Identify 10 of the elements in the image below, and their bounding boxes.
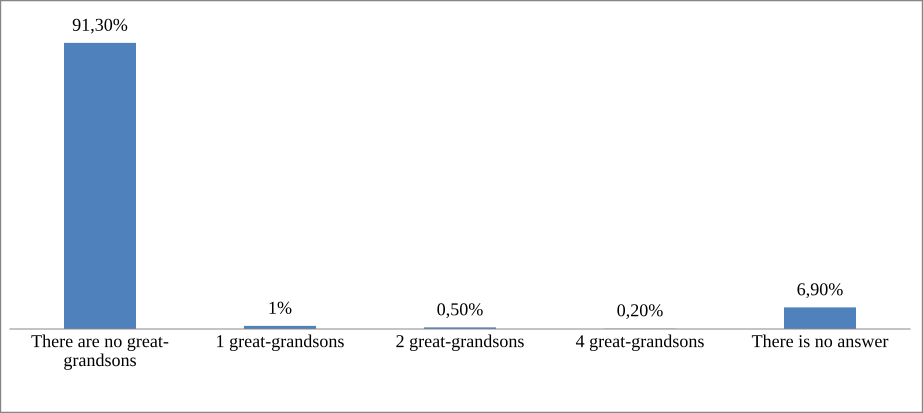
data-label: 1% [270,302,292,314]
data-label: 6,90% [797,283,843,298]
x-tick-label: There is no answer [752,334,888,348]
data-label: 91,30% [72,18,128,34]
x-tick-label: 2 great-grandsons [396,334,524,351]
x-tick-label: There are no great- grandsons [31,334,168,370]
x-tick-label: 1 great-grandsons [217,334,344,351]
data-label: 0,50% [437,303,483,318]
x-tick-label: 4 great-grandsons [576,334,704,351]
data-label: 0,20% [617,304,663,319]
